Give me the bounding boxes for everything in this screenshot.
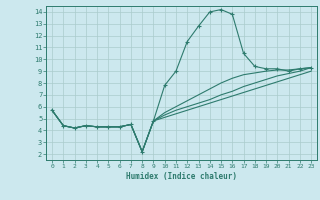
- X-axis label: Humidex (Indice chaleur): Humidex (Indice chaleur): [126, 172, 237, 181]
